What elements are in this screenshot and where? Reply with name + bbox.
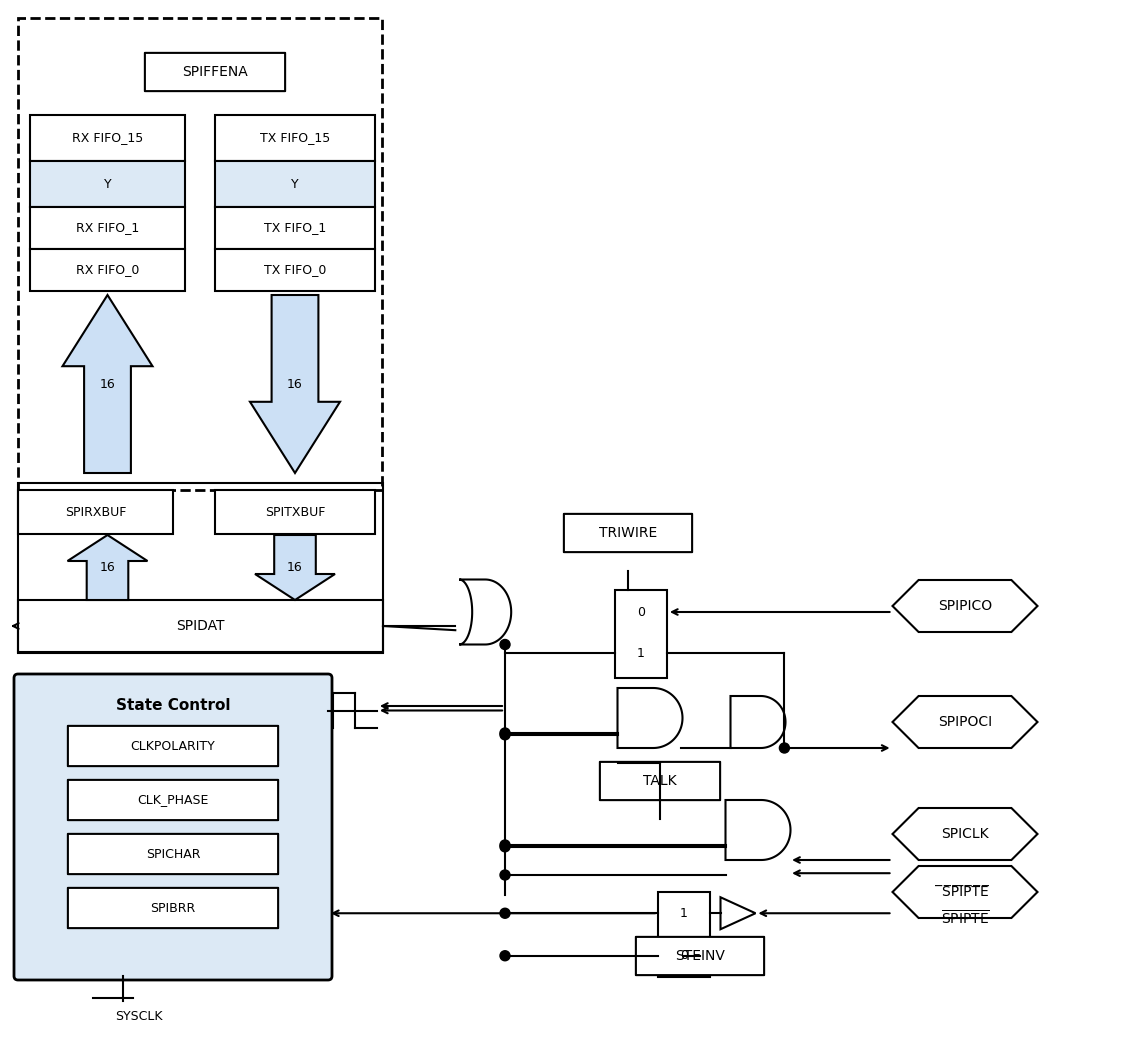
Text: 1: 1 <box>680 907 688 920</box>
Polygon shape <box>250 295 340 473</box>
Text: RX FIFO_1: RX FIFO_1 <box>76 222 139 234</box>
Bar <box>18 490 173 534</box>
Circle shape <box>500 842 510 852</box>
Text: Y: Y <box>291 178 299 190</box>
Text: CLK_PHASE: CLK_PHASE <box>137 793 209 807</box>
Text: 16: 16 <box>287 561 303 574</box>
Text: SPICHAR: SPICHAR <box>146 847 200 860</box>
Text: SPIRXBUF: SPIRXBUF <box>64 506 127 518</box>
Bar <box>18 600 383 652</box>
Bar <box>215 115 375 161</box>
Bar <box>215 161 375 207</box>
FancyBboxPatch shape <box>68 834 278 874</box>
Text: SPIDAT: SPIDAT <box>176 619 225 633</box>
FancyBboxPatch shape <box>68 888 278 928</box>
Text: 1: 1 <box>637 647 645 659</box>
Polygon shape <box>892 580 1037 632</box>
Bar <box>215 249 375 291</box>
Circle shape <box>500 728 510 738</box>
Text: 16: 16 <box>100 561 115 574</box>
Text: TRIWIRE: TRIWIRE <box>599 526 657 540</box>
Text: SPICLK: SPICLK <box>941 827 988 841</box>
Text: 16: 16 <box>100 377 115 391</box>
FancyBboxPatch shape <box>14 674 333 980</box>
Bar <box>615 590 667 678</box>
Text: STEINV: STEINV <box>675 949 725 963</box>
Circle shape <box>500 840 510 850</box>
Text: SPIFFENA: SPIFFENA <box>182 65 248 79</box>
Text: SPIBRR: SPIBRR <box>150 902 196 914</box>
Polygon shape <box>892 866 1037 918</box>
Circle shape <box>500 640 510 650</box>
Text: ̅S̅P̅I̅P̅T̅E̅: ̅S̅P̅I̅P̅T̅E̅ <box>942 885 988 899</box>
Text: $\overline{\rm SPIPTE}$: $\overline{\rm SPIPTE}$ <box>941 909 990 927</box>
Bar <box>215 490 375 534</box>
Text: TX FIFO_15: TX FIFO_15 <box>260 132 330 144</box>
Text: Y: Y <box>104 178 111 190</box>
Text: TX FIFO_0: TX FIFO_0 <box>264 263 326 277</box>
Circle shape <box>779 743 789 753</box>
Text: CLKPOLARITY: CLKPOLARITY <box>130 740 215 752</box>
Text: RX FIFO_15: RX FIFO_15 <box>72 132 144 144</box>
Text: SPIPOCI: SPIPOCI <box>938 715 992 729</box>
Polygon shape <box>720 898 756 929</box>
Text: 0: 0 <box>637 605 645 619</box>
Polygon shape <box>62 295 153 473</box>
Polygon shape <box>68 535 147 600</box>
Polygon shape <box>459 580 511 645</box>
Polygon shape <box>731 696 786 748</box>
Text: 16: 16 <box>287 377 303 391</box>
Polygon shape <box>254 535 335 600</box>
Polygon shape <box>892 696 1037 748</box>
Polygon shape <box>618 688 682 748</box>
Polygon shape <box>725 800 791 860</box>
Text: SPITXBUF: SPITXBUF <box>265 506 326 518</box>
Circle shape <box>500 870 510 880</box>
Bar <box>31 207 185 249</box>
Text: State Control: State Control <box>115 698 231 714</box>
Bar <box>31 115 185 161</box>
FancyBboxPatch shape <box>68 780 278 820</box>
Text: TALK: TALK <box>644 774 676 788</box>
FancyBboxPatch shape <box>636 937 765 975</box>
Circle shape <box>500 729 510 740</box>
Bar <box>31 249 185 291</box>
Bar <box>215 207 375 249</box>
FancyBboxPatch shape <box>145 53 285 91</box>
FancyBboxPatch shape <box>599 762 720 800</box>
Bar <box>31 161 185 207</box>
Bar <box>18 18 382 490</box>
Polygon shape <box>892 808 1037 860</box>
FancyBboxPatch shape <box>68 726 278 766</box>
FancyBboxPatch shape <box>564 514 692 552</box>
Bar <box>18 483 383 653</box>
Circle shape <box>500 908 510 919</box>
Text: 0: 0 <box>680 949 688 962</box>
Circle shape <box>500 951 510 960</box>
Text: SPIPICO: SPIPICO <box>938 599 992 613</box>
Text: RX FIFO_0: RX FIFO_0 <box>76 263 139 277</box>
Text: TX FIFO_1: TX FIFO_1 <box>264 222 326 234</box>
Text: SYSCLK: SYSCLK <box>115 1009 163 1022</box>
Bar <box>658 892 710 977</box>
